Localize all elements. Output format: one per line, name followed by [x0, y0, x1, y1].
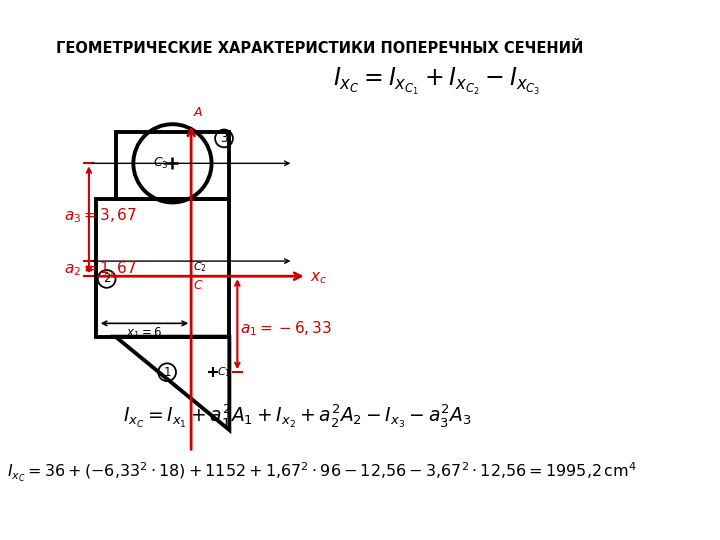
Text: $x_1=6$: $x_1=6$ — [125, 326, 161, 341]
Text: $a_1=-6,33$: $a_1=-6,33$ — [240, 319, 332, 338]
Text: $C$: $C$ — [193, 279, 204, 292]
Text: $I_{x_C} = I_{x_{C_1}} + I_{x_{C_2}} - I_{x_{C_3}}$: $I_{x_C} = I_{x_{C_1}} + I_{x_{C_2}} - I… — [333, 65, 541, 97]
Text: $I_{x_C} = 36 + (-6{,}33^2 \cdot 18) + 1152 + 1{,}67^2 \cdot 96 - 12{,}56 - 3{,}: $I_{x_C} = 36 + (-6{,}33^2 \cdot 18) + 1… — [7, 461, 637, 484]
Text: $C_2$: $C_2$ — [193, 260, 207, 274]
Text: A: A — [194, 106, 202, 119]
Text: ГЕОМЕТРИЧЕСКИЕ ХАРАКТЕРИСТИКИ ПОПЕРЕЧНЫХ СЕЧЕНИЙ: ГЕОМЕТРИЧЕСКИЕ ХАРАКТЕРИСТИКИ ПОПЕРЕЧНЫХ… — [56, 40, 584, 56]
Text: 3: 3 — [220, 132, 228, 145]
Text: $C_1$: $C_1$ — [217, 366, 231, 379]
Text: $x_c$: $x_c$ — [310, 270, 328, 286]
Text: $a_3=3,67$: $a_3=3,67$ — [64, 206, 137, 225]
Bar — [96, 199, 230, 336]
Text: $a_2=1,67$: $a_2=1,67$ — [64, 259, 137, 278]
Bar — [116, 132, 230, 199]
Text: 1: 1 — [163, 366, 171, 379]
Text: 2: 2 — [103, 272, 110, 285]
Text: $I_{x_C} = I_{x_1} + a_1^2 A_1 + I_{x_2} + a_2^2 A_2 - I_{x_3} - a_3^2 A_3$: $I_{x_C} = I_{x_1} + a_1^2 A_1 + I_{x_2}… — [122, 403, 471, 430]
Text: $C_3$: $C_3$ — [153, 156, 169, 171]
